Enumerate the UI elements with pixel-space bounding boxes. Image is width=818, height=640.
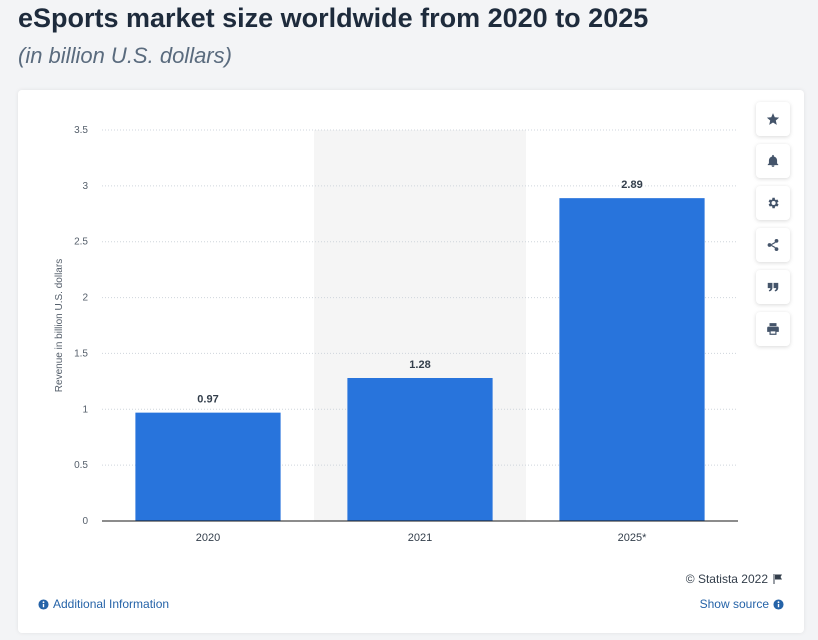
- y-tick-label: 0.5: [74, 460, 88, 471]
- bar: [135, 412, 281, 521]
- copyright-text: © Statista 2022: [685, 572, 768, 586]
- data-label: 2.89: [621, 179, 642, 191]
- bell-icon: [767, 154, 779, 167]
- y-axis-title: Revenue in billion U.S. dollars: [54, 259, 65, 392]
- star-icon: [766, 113, 780, 125]
- gear-icon: [768, 197, 779, 209]
- quote-icon: [767, 282, 779, 292]
- x-tick-label: 2025*: [618, 532, 647, 544]
- y-tick-label: 1: [82, 404, 88, 415]
- y-tick-label: 2: [82, 293, 88, 304]
- page-subtitle: (in billion U.S. dollars): [18, 43, 232, 68]
- print-icon: [767, 323, 779, 335]
- copyright-notice: © Statista 2022: [686, 572, 784, 586]
- print-button[interactable]: [756, 312, 790, 346]
- y-tick-label: 3.5: [74, 125, 88, 136]
- x-tick-label: 2021: [408, 532, 432, 544]
- info-icon: [773, 598, 784, 610]
- data-label: 1.28: [409, 359, 430, 371]
- chart-toolbar: [756, 102, 790, 354]
- flag-icon: [773, 574, 782, 584]
- cite-button[interactable]: [756, 270, 790, 304]
- share-icon: [767, 239, 779, 251]
- page-title: eSports market size worldwide from 2020 …: [18, 3, 649, 33]
- info-icon: [38, 598, 49, 610]
- x-tick-label: 2020: [196, 532, 220, 544]
- y-tick-label: 2.5: [74, 237, 88, 248]
- bar: [347, 378, 493, 521]
- y-tick-label: 1.5: [74, 348, 88, 359]
- notification-button[interactable]: [756, 144, 790, 178]
- y-tick-label: 3: [82, 181, 88, 192]
- chart-card: 0 0.5 1 1.5 2 2.5 3 3.5 Revenue in billion U.S. …: [18, 90, 804, 633]
- additional-information-label: Additional Information: [53, 597, 170, 611]
- settings-button[interactable]: [756, 186, 790, 220]
- bar: [559, 198, 705, 521]
- show-source-link[interactable]: Show source: [700, 597, 784, 611]
- bar-chart: 0 0.5 1 1.5 2 2.5 3 3.5 Revenue in billion U.S. …: [54, 125, 738, 544]
- data-label: 0.97: [197, 394, 218, 406]
- show-source-label: Show source: [699, 597, 769, 611]
- y-tick-label: 0: [82, 516, 88, 527]
- additional-information-link[interactable]: Additional Information: [38, 597, 169, 611]
- share-button[interactable]: [756, 228, 790, 262]
- favorite-button[interactable]: [756, 102, 790, 136]
